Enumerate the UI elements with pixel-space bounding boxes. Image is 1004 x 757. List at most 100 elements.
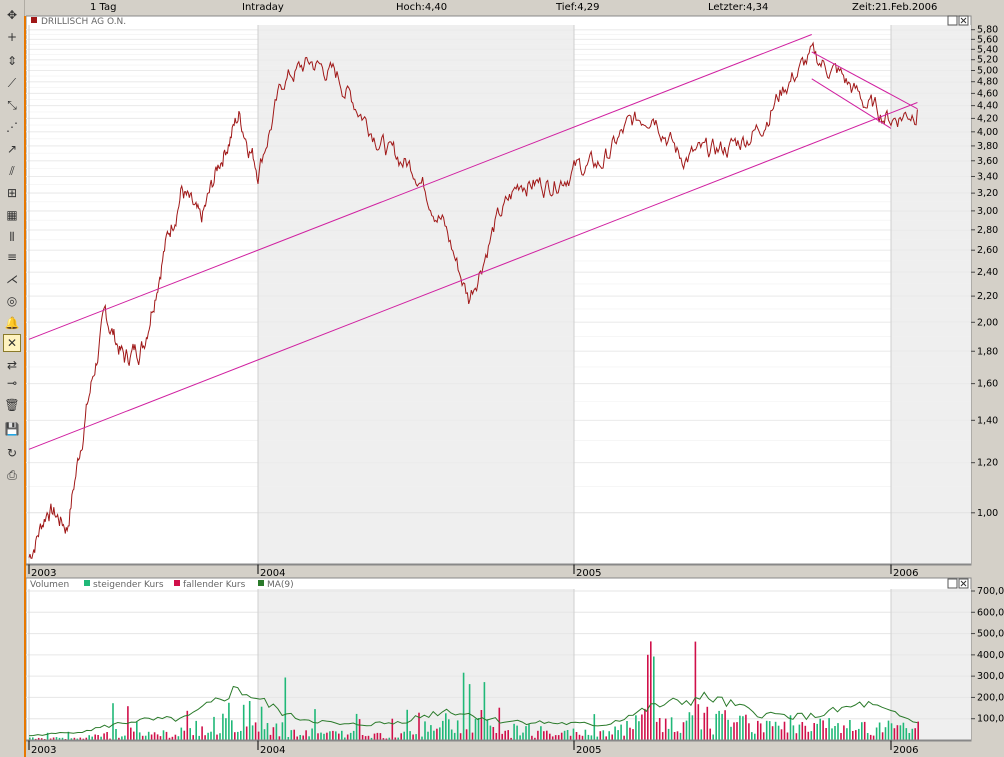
vol-bar-up <box>828 718 830 740</box>
y-tick-label: 4,60 <box>977 88 998 99</box>
vol-bar-up <box>866 733 869 740</box>
panel-restore-button[interactable] <box>947 15 958 26</box>
trendline-4[interactable] <box>811 51 918 110</box>
flip-icon[interactable]: ⇄ <box>6 358 18 372</box>
vol-bar-up <box>299 735 301 740</box>
vol-bar-down <box>804 725 807 740</box>
polyline-icon[interactable]: ⤡ <box>7 98 17 112</box>
trendline-3[interactable] <box>811 78 892 129</box>
trendline-icon[interactable]: ⟋ <box>7 76 17 90</box>
save-icon[interactable]: 💾 <box>4 422 20 436</box>
vertical-line-icon[interactable]: ⇕ <box>6 54 18 68</box>
vol-bar-up <box>260 706 263 740</box>
vol-bar-down <box>813 723 815 740</box>
y-tick-label: 3,40 <box>977 171 998 182</box>
x-tick-label: 2004 <box>260 568 285 578</box>
vol-bar-up <box>522 732 524 740</box>
vol-bar-up <box>846 728 848 740</box>
vol-bar-down <box>801 722 804 740</box>
price-chart[interactable]: DRILLISCH AG O.N. 5,805,605,405,205,004,8… <box>26 15 1004 578</box>
vol-bar-down <box>676 731 679 740</box>
zigzag-icon[interactable]: ⋰ <box>6 120 18 134</box>
volume-label: Volumen <box>30 580 69 590</box>
vol-bar-down <box>759 723 762 740</box>
vol-bar-up <box>899 725 902 740</box>
year-band-2006 <box>891 25 971 564</box>
vol-bar-down <box>869 734 872 740</box>
vol-bar-up <box>329 731 331 740</box>
fan-icon[interactable]: ⋌ <box>6 272 18 286</box>
vol-bar-down <box>204 735 206 740</box>
vol-y-tick-label: 700,0 <box>977 586 1004 597</box>
vol-bar-up <box>406 709 408 740</box>
grid-icon[interactable]: ▦ <box>6 208 18 222</box>
y-tick-label: 2,40 <box>977 267 998 278</box>
vol-bar-down <box>549 733 551 740</box>
vol-bar-down <box>650 641 652 740</box>
horizontal-grid-icon[interactable]: ≡ <box>6 250 18 264</box>
print-icon[interactable]: ⎙ <box>7 468 17 482</box>
vol-bar-up <box>667 728 670 740</box>
ray-icon[interactable]: ↗ <box>6 142 18 156</box>
y-tick-label: 4,20 <box>977 113 998 124</box>
vol-bar-down <box>914 728 916 740</box>
vol-bar-down <box>655 721 658 740</box>
vol-bar-up <box>679 732 682 740</box>
period-label[interactable]: 1 Tag <box>90 2 117 13</box>
vol-bar-down <box>174 734 177 740</box>
y-tick-label: 4,80 <box>977 77 998 88</box>
volume-chart[interactable]: Volumen steigender Kurs fallender Kurs MA(9… <box>26 577 1004 757</box>
vol-bar-down <box>537 730 539 740</box>
vol-bar-down <box>317 733 319 740</box>
vertical-grid-icon[interactable]: ⦀ <box>9 230 15 244</box>
vol-bar-down <box>783 721 786 740</box>
vol-bar-up <box>742 716 744 740</box>
vol-bar-down <box>367 735 370 740</box>
vol-bar-down <box>245 726 248 740</box>
vol-bar-up <box>219 733 221 740</box>
vol-bar-down <box>581 735 584 740</box>
vol-bar-up <box>70 738 73 740</box>
refresh-icon[interactable]: ↻ <box>6 446 18 460</box>
vol-bar-down <box>647 654 649 740</box>
vol-bar-down <box>459 733 462 740</box>
vol-bar-down <box>664 718 667 740</box>
vol-bar-up <box>453 732 456 740</box>
vol-bar-up <box>427 731 429 740</box>
vol-bar-up <box>314 709 316 740</box>
parallel-channel-icon[interactable]: ⫽ <box>9 164 15 178</box>
vol-bar-up <box>596 736 599 740</box>
vol-bar-down <box>376 732 379 740</box>
vol-bar-up <box>207 732 209 740</box>
ruler-icon[interactable]: ⊸ <box>6 376 18 390</box>
vol-bar-down <box>795 733 798 740</box>
bell-alarm-icon[interactable]: 🔔 <box>4 316 20 330</box>
trendline-1[interactable] <box>28 34 812 340</box>
vol-bar-up <box>58 737 61 740</box>
vol-bar-down <box>471 732 474 740</box>
y-tick-label: 4,00 <box>977 127 998 138</box>
vol-bar-down <box>37 737 40 740</box>
crosshair-icon[interactable]: + <box>6 30 18 44</box>
high-value: Hoch:4,40 <box>396 2 448 13</box>
vol-bar-down <box>872 735 875 740</box>
mode-label[interactable]: Intraday <box>242 2 284 13</box>
trendline-2[interactable] <box>28 102 918 450</box>
vol-bar-down <box>216 734 218 740</box>
fibonacci-icon[interactable]: ⊞ <box>6 186 18 200</box>
drawing-toolbar: ✥ + ⇕ ⟋ ⤡ ⋰ ↗ ⫽ ⊞ ▦ ⦀ ≡ ⋌ ◎ 🔔 ✕ ⇄ ⊸ 🗑 💾 ↻ ⎙ <box>0 0 25 757</box>
vol-bar-up <box>370 737 373 740</box>
vol-bar-up <box>355 713 358 740</box>
vol-panel-restore-button[interactable] <box>947 578 958 589</box>
vol-bar-down <box>133 731 135 740</box>
vol-bar-down <box>697 704 700 740</box>
vol-bar-up <box>608 731 610 740</box>
trash-icon[interactable]: 🗑 <box>4 398 20 412</box>
cross-highlight-icon[interactable]: ✕ <box>3 334 21 352</box>
crosshair-move-icon[interactable]: ✥ <box>6 8 18 22</box>
vol-bar-up <box>448 719 450 740</box>
y-tick-label: 2,80 <box>977 225 998 236</box>
spiral-icon[interactable]: ◎ <box>6 294 18 308</box>
vol-bar-down <box>551 736 554 740</box>
price-title-marker <box>31 17 37 23</box>
